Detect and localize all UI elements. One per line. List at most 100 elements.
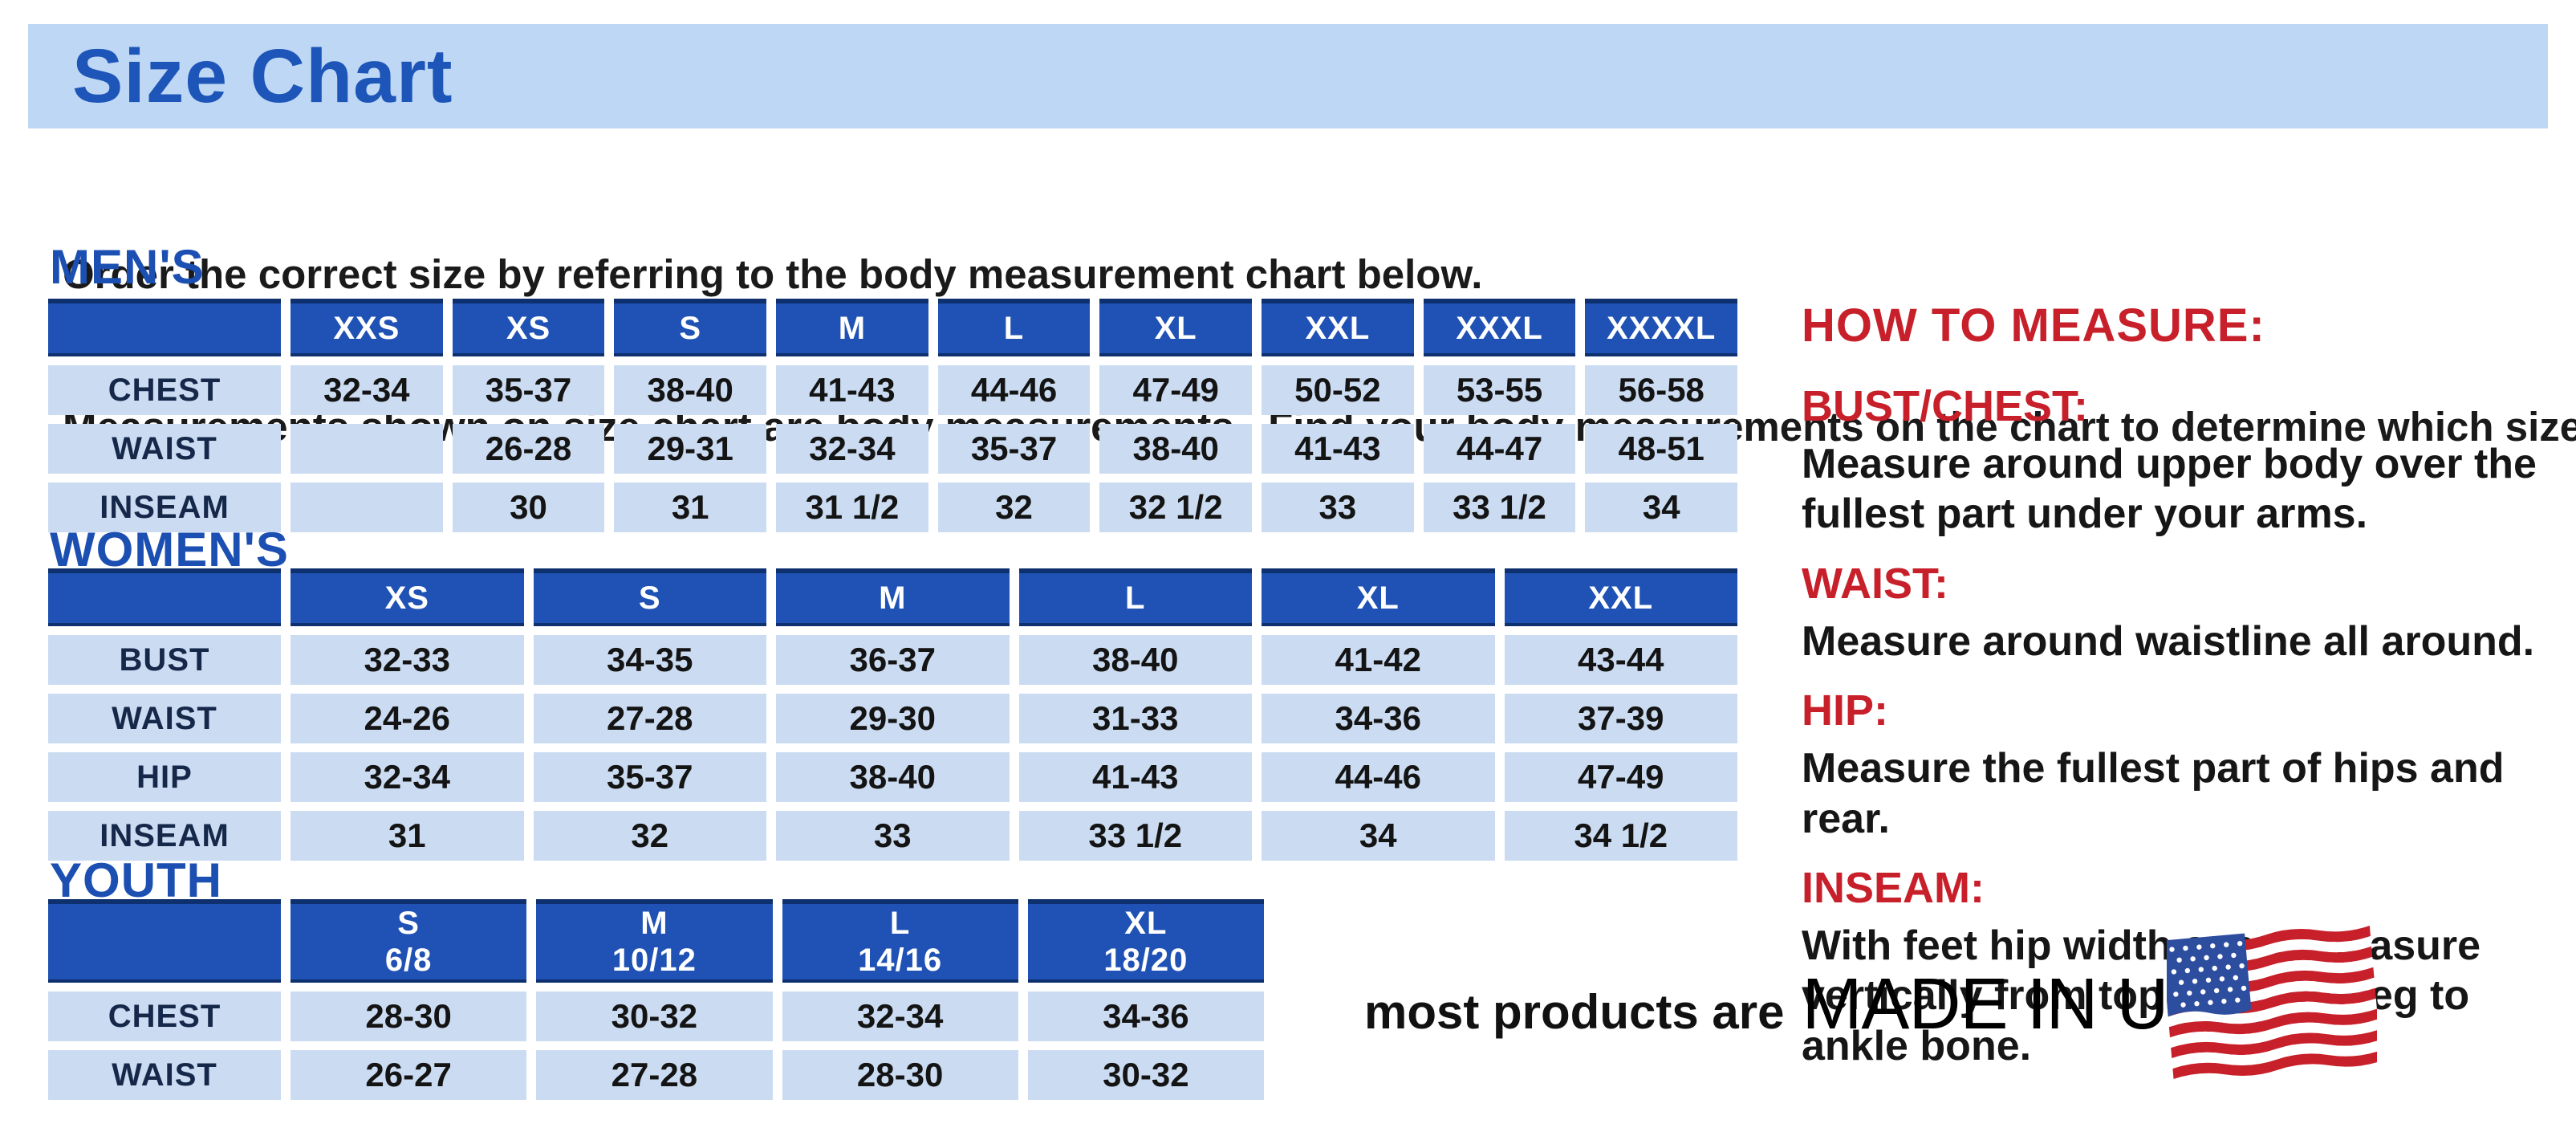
cell-value [291, 424, 443, 474]
cell-value: 34 [1585, 483, 1738, 532]
size-column-header: XL [1099, 299, 1253, 356]
row-label: INSEAM [48, 483, 281, 532]
cell-value: 43-44 [1504, 635, 1737, 685]
cell-value: 35-37 [452, 365, 605, 415]
size-column-header: L [1018, 568, 1252, 626]
cell-value: 33 [776, 811, 1010, 861]
cell-value: 28-30 [291, 992, 527, 1041]
table-row: BUST 32-33 34-35 36-37 38-40 41-42 43-44 [48, 635, 1737, 685]
table-row: WAIST 26-28 29-31 32-34 35-37 38-40 41-43 44-47… [48, 424, 1738, 474]
size-column-header: XS [452, 299, 605, 356]
cell-value: 44-47 [1423, 424, 1576, 474]
measure-label-hip: HIP: [1802, 686, 1888, 735]
measure-label-inseam: INSEAM: [1802, 863, 1985, 912]
cell-value: 35-37 [937, 424, 1091, 474]
cell-value: 31-33 [1018, 694, 1252, 743]
table-row: WAIST 24-26 27-28 29-30 31-33 34-36 37-39 [48, 694, 1737, 743]
cell-value: 31 [291, 811, 524, 861]
made-in-usa-text: most products are MADE IN USA [1364, 963, 2264, 1046]
cell-value: 33 [1262, 483, 1414, 532]
cell-value: 32 [937, 483, 1091, 532]
cell-value: 44-46 [937, 365, 1091, 415]
cell-value: 30 [452, 483, 605, 532]
youth-size-table: S 6/8 M 10/12 L 14/16 XL 18/20 CHEST 28-30 30-… [48, 899, 1264, 1109]
header-row: XXS XS S M L XL XXL XXXL XXXXL [48, 299, 1738, 356]
cell-value: 50-52 [1262, 365, 1414, 415]
row-label: HIP [48, 752, 281, 802]
how-to-measure-title: HOW TO MEASURE: [1802, 299, 2265, 352]
cell-value: 32-33 [291, 635, 524, 685]
cell-value: 38-40 [614, 365, 767, 415]
cell-value: 31 [614, 483, 767, 532]
cell-value: 26-28 [452, 424, 605, 474]
size-column-header: XS [291, 568, 524, 626]
page-title: Size Chart [72, 33, 453, 119]
cell-value: 29-30 [776, 694, 1010, 743]
cell-value: 34-36 [1027, 992, 1264, 1041]
cell-value: 44-46 [1262, 752, 1495, 802]
corner-cell [48, 899, 281, 983]
size-column-header: XXS [291, 299, 443, 356]
measure-label-bust-chest: BUST/CHEST: [1802, 382, 2089, 430]
size-column-header: XL 18/20 [1027, 899, 1264, 983]
cell-value: 24-26 [291, 694, 524, 743]
section-label-youth: YOUTH [50, 853, 222, 907]
cell-value: 34 1/2 [1504, 811, 1737, 861]
table-row: INSEAM 31 32 33 33 1/2 34 34 1/2 [48, 811, 1737, 861]
cell-value: 29-31 [614, 424, 767, 474]
measure-item: BUST/CHEST: Measure around upper body ov… [1802, 381, 2564, 540]
size-column-header: XL [1262, 568, 1495, 626]
cell-value: 41-42 [1262, 635, 1495, 685]
cell-value: 26-27 [291, 1050, 527, 1100]
cell-value: 53-55 [1423, 365, 1576, 415]
size-column-header: L [937, 299, 1091, 356]
row-label: INSEAM [48, 811, 281, 861]
usa-flag-icon [2161, 923, 2382, 1084]
mens-size-table: XXS XS S M L XL XXL XXXL XXXXL CHEST 32-34 35-37 38-… [48, 299, 1738, 541]
cell-value: 36-37 [776, 635, 1010, 685]
measure-label-waist: WAIST: [1802, 559, 1948, 608]
cell-value: 27-28 [533, 694, 766, 743]
size-column-header: M [776, 299, 928, 356]
cell-value: 28-30 [782, 1050, 1018, 1100]
cell-value: 47-49 [1504, 752, 1737, 802]
cell-value: 41-43 [1018, 752, 1252, 802]
size-column-header: XXL [1504, 568, 1737, 626]
size-column-header: XXXXL [1585, 299, 1738, 356]
row-label: CHEST [48, 992, 281, 1041]
section-label-mens: MEN'S [50, 240, 205, 294]
cell-value: 30-32 [536, 992, 773, 1041]
header-row: S 6/8 M 10/12 L 14/16 XL 18/20 [48, 899, 1264, 983]
cell-value: 37-39 [1504, 694, 1737, 743]
cell-value [291, 483, 443, 532]
section-label-womens: WOMEN'S [50, 523, 289, 576]
size-column-header: M 10/12 [536, 899, 773, 983]
size-column-header: XXXL [1423, 299, 1576, 356]
womens-size-table: XS S M L XL XXL BUST 32-33 34-35 36-37 38-40 41-42 4… [48, 568, 1737, 869]
cell-value: 38-40 [1099, 424, 1253, 474]
cell-value: 38-40 [1018, 635, 1252, 685]
row-label: WAIST [48, 1050, 281, 1100]
cell-value: 30-32 [1027, 1050, 1264, 1100]
cell-value: 32-34 [291, 365, 443, 415]
made-in-usa-prefix: most products are [1364, 985, 1785, 1039]
cell-value: 47-49 [1099, 365, 1253, 415]
cell-value: 32 1/2 [1099, 483, 1253, 532]
size-column-header: M [776, 568, 1010, 626]
table-row: HIP 32-34 35-37 38-40 41-43 44-46 47-49 [48, 752, 1737, 802]
measure-text-waist: Measure around waistline all around. [1802, 617, 2535, 665]
cell-value: 32-34 [782, 992, 1018, 1041]
cell-value: 35-37 [533, 752, 766, 802]
cell-value: 41-43 [1262, 424, 1414, 474]
table-row: WAIST 26-27 27-28 28-30 30-32 [48, 1050, 1264, 1100]
cell-value: 33 1/2 [1018, 811, 1252, 861]
corner-cell [48, 568, 281, 626]
size-column-header: XXL [1262, 299, 1414, 356]
measure-item: WAIST: Measure around waistline all arou… [1802, 559, 2564, 666]
measure-text-hip: Measure the fullest part of hips and rea… [1802, 745, 2505, 842]
cell-value: 27-28 [536, 1050, 773, 1100]
table-row: CHEST 28-30 30-32 32-34 34-36 [48, 992, 1264, 1041]
row-label: CHEST [48, 365, 281, 415]
size-column-header: S [614, 299, 767, 356]
